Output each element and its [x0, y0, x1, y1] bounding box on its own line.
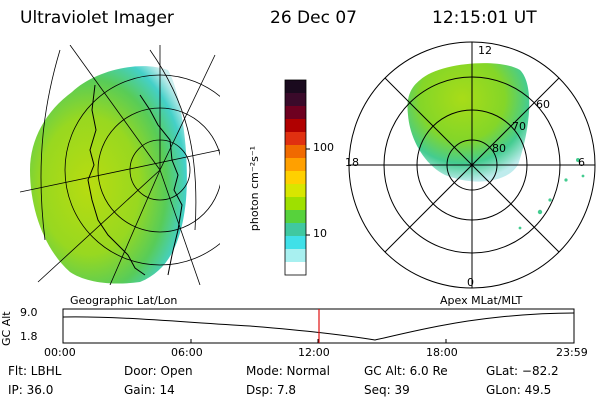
colorbar-band [285, 223, 306, 237]
mlat-label-80: 80 [492, 142, 506, 155]
glon-info: GLon: 49.5 [486, 383, 552, 397]
filter-info: Flt: LBHL [8, 364, 62, 378]
ip-info: IP: 36.0 [8, 383, 54, 397]
colorbar-band [285, 158, 306, 172]
timeline-xtick-0600: 06:00 [171, 346, 203, 359]
altitude-timeline [62, 308, 575, 344]
colorbar-band [285, 145, 306, 159]
geographic-caption: Geographic Lat/Lon [70, 294, 178, 307]
colorbar-band [285, 119, 306, 133]
mode-info: Mode: Normal [246, 364, 330, 378]
door-info: Door: Open [124, 364, 193, 378]
gc-alt-info: GC Alt: 6.0 Re [364, 364, 448, 378]
polar-image-panel [348, 41, 596, 289]
timeline-xtick-1200: 12:00 [298, 346, 330, 359]
colorbar [285, 80, 306, 276]
colorbar-band [285, 197, 306, 211]
instrument-title: Ultraviolet Imager [20, 8, 174, 28]
timeline-xtick-2359: 23:59 [556, 346, 588, 359]
colorbar-band [285, 106, 306, 120]
timeline-ytick-max: 9.0 [20, 306, 38, 319]
mlt-label-18: 18 [345, 156, 359, 169]
colorbar-band [285, 80, 306, 94]
geographic-image-panel [20, 45, 220, 285]
colorbar-band [285, 93, 306, 107]
auroral-image-geographic [30, 66, 187, 284]
timeline-xtick-0000: 00:00 [44, 346, 76, 359]
mlat-label-70: 70 [512, 120, 526, 133]
observation-time: 12:15:01 UT [432, 8, 537, 28]
seq-info: Seq: 39 [364, 383, 410, 397]
colorbar-band [285, 236, 306, 250]
glat-info: GLat: −82.2 [486, 364, 559, 378]
observation-date: 26 Dec 07 [270, 8, 357, 28]
colorbar-band [285, 132, 306, 146]
colorbar-tick-100: 100 [313, 141, 334, 154]
timeline-xtick-1800: 18:00 [426, 346, 458, 359]
timeline-ytick-min: 1.8 [20, 330, 38, 343]
gain-info: Gain: 14 [124, 383, 175, 397]
gc-altitude-curve [62, 312, 575, 341]
colorbar-band [285, 210, 306, 224]
mlt-label-0: 0 [467, 276, 474, 289]
timeline-ylabel: GC Alt [0, 311, 13, 346]
auroral-image-polar [407, 63, 530, 182]
colorbar-band [285, 249, 306, 263]
dsp-info: Dsp: 7.8 [246, 383, 297, 397]
colorbar-tick-10: 10 [313, 227, 327, 240]
apex-caption: Apex MLat/MLT [440, 294, 523, 307]
mlt-label-6: 6 [578, 156, 585, 169]
colorbar-band [285, 262, 306, 276]
mlt-label-12: 12 [478, 44, 492, 57]
colorbar-unit-label: photon cm⁻²s⁻¹ [248, 145, 262, 232]
colorbar-band [285, 171, 306, 185]
coastline-outline [87, 84, 183, 276]
colorbar-band [285, 184, 306, 198]
mlat-label-60: 60 [536, 98, 550, 111]
